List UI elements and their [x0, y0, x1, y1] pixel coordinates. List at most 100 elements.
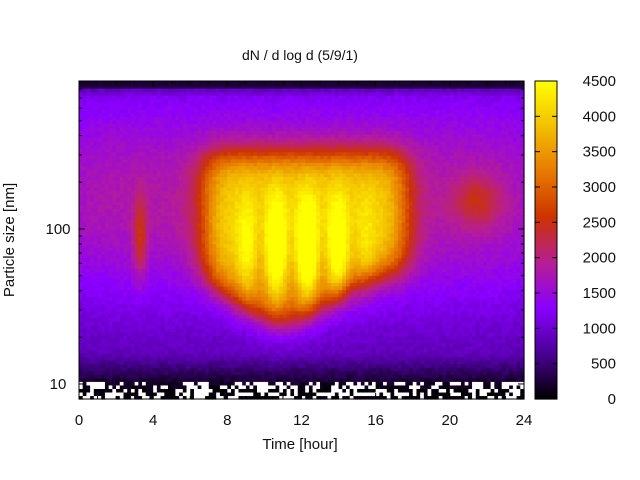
heatmap-cell [201, 236, 206, 241]
heatmap-cell [197, 176, 202, 181]
heatmap-cell [227, 211, 232, 216]
heatmap-cell [153, 360, 158, 365]
heatmap-cell [201, 201, 206, 206]
heatmap-cell [79, 307, 84, 312]
heatmap-cell [127, 88, 132, 93]
heatmap-cell [164, 391, 169, 397]
heatmap-cell [268, 137, 273, 142]
heatmap-cell [171, 88, 177, 93]
heatmap-cell [249, 112, 254, 117]
heatmap-cell [156, 81, 162, 86]
heatmap-cell [90, 310, 95, 315]
heatmap-cell [219, 211, 225, 216]
heatmap-cell [186, 162, 191, 167]
heatmap-cell [227, 130, 232, 135]
heatmap-cell [216, 285, 221, 291]
heatmap-cell [186, 374, 191, 379]
heatmap-cell [260, 204, 266, 209]
heatmap-cell [160, 137, 165, 142]
heatmap-cell [79, 303, 84, 308]
heatmap-cell [268, 187, 273, 192]
heatmap-cell [79, 81, 84, 86]
heatmap-cell [119, 300, 125, 305]
heatmap-cell [116, 144, 121, 149]
heatmap-cell [219, 165, 225, 170]
heatmap-cell [227, 388, 232, 393]
heatmap-cell [253, 218, 258, 223]
heatmap-cell [197, 151, 202, 156]
heatmap-cell [182, 88, 188, 93]
heatmap-cell [208, 141, 214, 146]
heatmap-cell [205, 204, 210, 209]
heatmap-cell [90, 225, 95, 230]
heatmap-cell [271, 360, 277, 365]
heatmap-cell [249, 155, 254, 160]
heatmap-cell [231, 346, 236, 351]
heatmap-cell [190, 307, 195, 312]
heatmap-cell [249, 367, 254, 372]
heatmap-cell [93, 112, 99, 117]
heatmap-cell [197, 194, 202, 199]
heatmap-cell [182, 144, 188, 149]
heatmap-cell [179, 88, 184, 93]
heatmap-cell [82, 324, 88, 329]
heatmap-cell [205, 261, 210, 266]
heatmap-cell [186, 349, 191, 354]
heatmap-cell [104, 363, 110, 368]
heatmap-cell [179, 310, 184, 315]
heatmap-cell [127, 169, 132, 174]
heatmap-cell [271, 324, 277, 329]
heatmap-cell [145, 148, 151, 153]
heatmap-cell [186, 88, 191, 93]
heatmap-cell [186, 232, 191, 238]
heatmap-cell [275, 293, 280, 298]
heatmap-cell [282, 338, 288, 344]
heatmap-cell [179, 119, 184, 124]
heatmap-cell [249, 261, 254, 266]
heatmap-cell [234, 349, 240, 354]
heatmap-cell [179, 384, 184, 389]
heatmap-cell [242, 81, 247, 86]
heatmap-cell [223, 254, 228, 259]
heatmap-cell [271, 98, 277, 103]
heatmap-cell [260, 162, 266, 167]
heatmap-cell [242, 363, 247, 368]
heatmap-cell [249, 98, 254, 103]
heatmap-cell [119, 81, 125, 86]
heatmap-cell [156, 190, 162, 195]
heatmap-cell [201, 84, 206, 89]
heatmap-cell [82, 112, 88, 117]
heatmap-cell [123, 158, 128, 163]
heatmap-cell [97, 356, 102, 361]
heatmap-cell [242, 268, 247, 273]
heatmap-cell [271, 370, 277, 375]
heatmap-cell [249, 328, 254, 333]
heatmap-cell [134, 370, 139, 375]
heatmap-cell [245, 134, 251, 139]
heatmap-cell [212, 264, 217, 269]
heatmap-cell [101, 282, 106, 287]
heatmap-cell [242, 232, 247, 238]
heatmap-cell [271, 187, 277, 192]
heatmap-cell [253, 268, 258, 273]
heatmap-cell [86, 105, 91, 110]
heatmap-cell [112, 293, 117, 298]
heatmap-cell [264, 293, 269, 298]
heatmap-cell [164, 370, 169, 375]
heatmap-cell [223, 91, 228, 96]
heatmap-cell [90, 303, 95, 308]
heatmap-cell [101, 172, 106, 177]
heatmap-cell [242, 236, 247, 241]
heatmap-cell [127, 346, 132, 351]
heatmap-cell [201, 282, 206, 287]
heatmap-cell [227, 222, 232, 227]
heatmap-cell [197, 261, 202, 266]
heatmap-cell [82, 289, 88, 294]
heatmap-cell [231, 381, 236, 386]
heatmap-cell [104, 384, 110, 389]
heatmap-cell [156, 232, 162, 238]
heatmap-cell [134, 388, 139, 393]
heatmap-cell [160, 296, 165, 301]
heatmap-cell [219, 123, 225, 128]
heatmap-cell [223, 236, 228, 241]
